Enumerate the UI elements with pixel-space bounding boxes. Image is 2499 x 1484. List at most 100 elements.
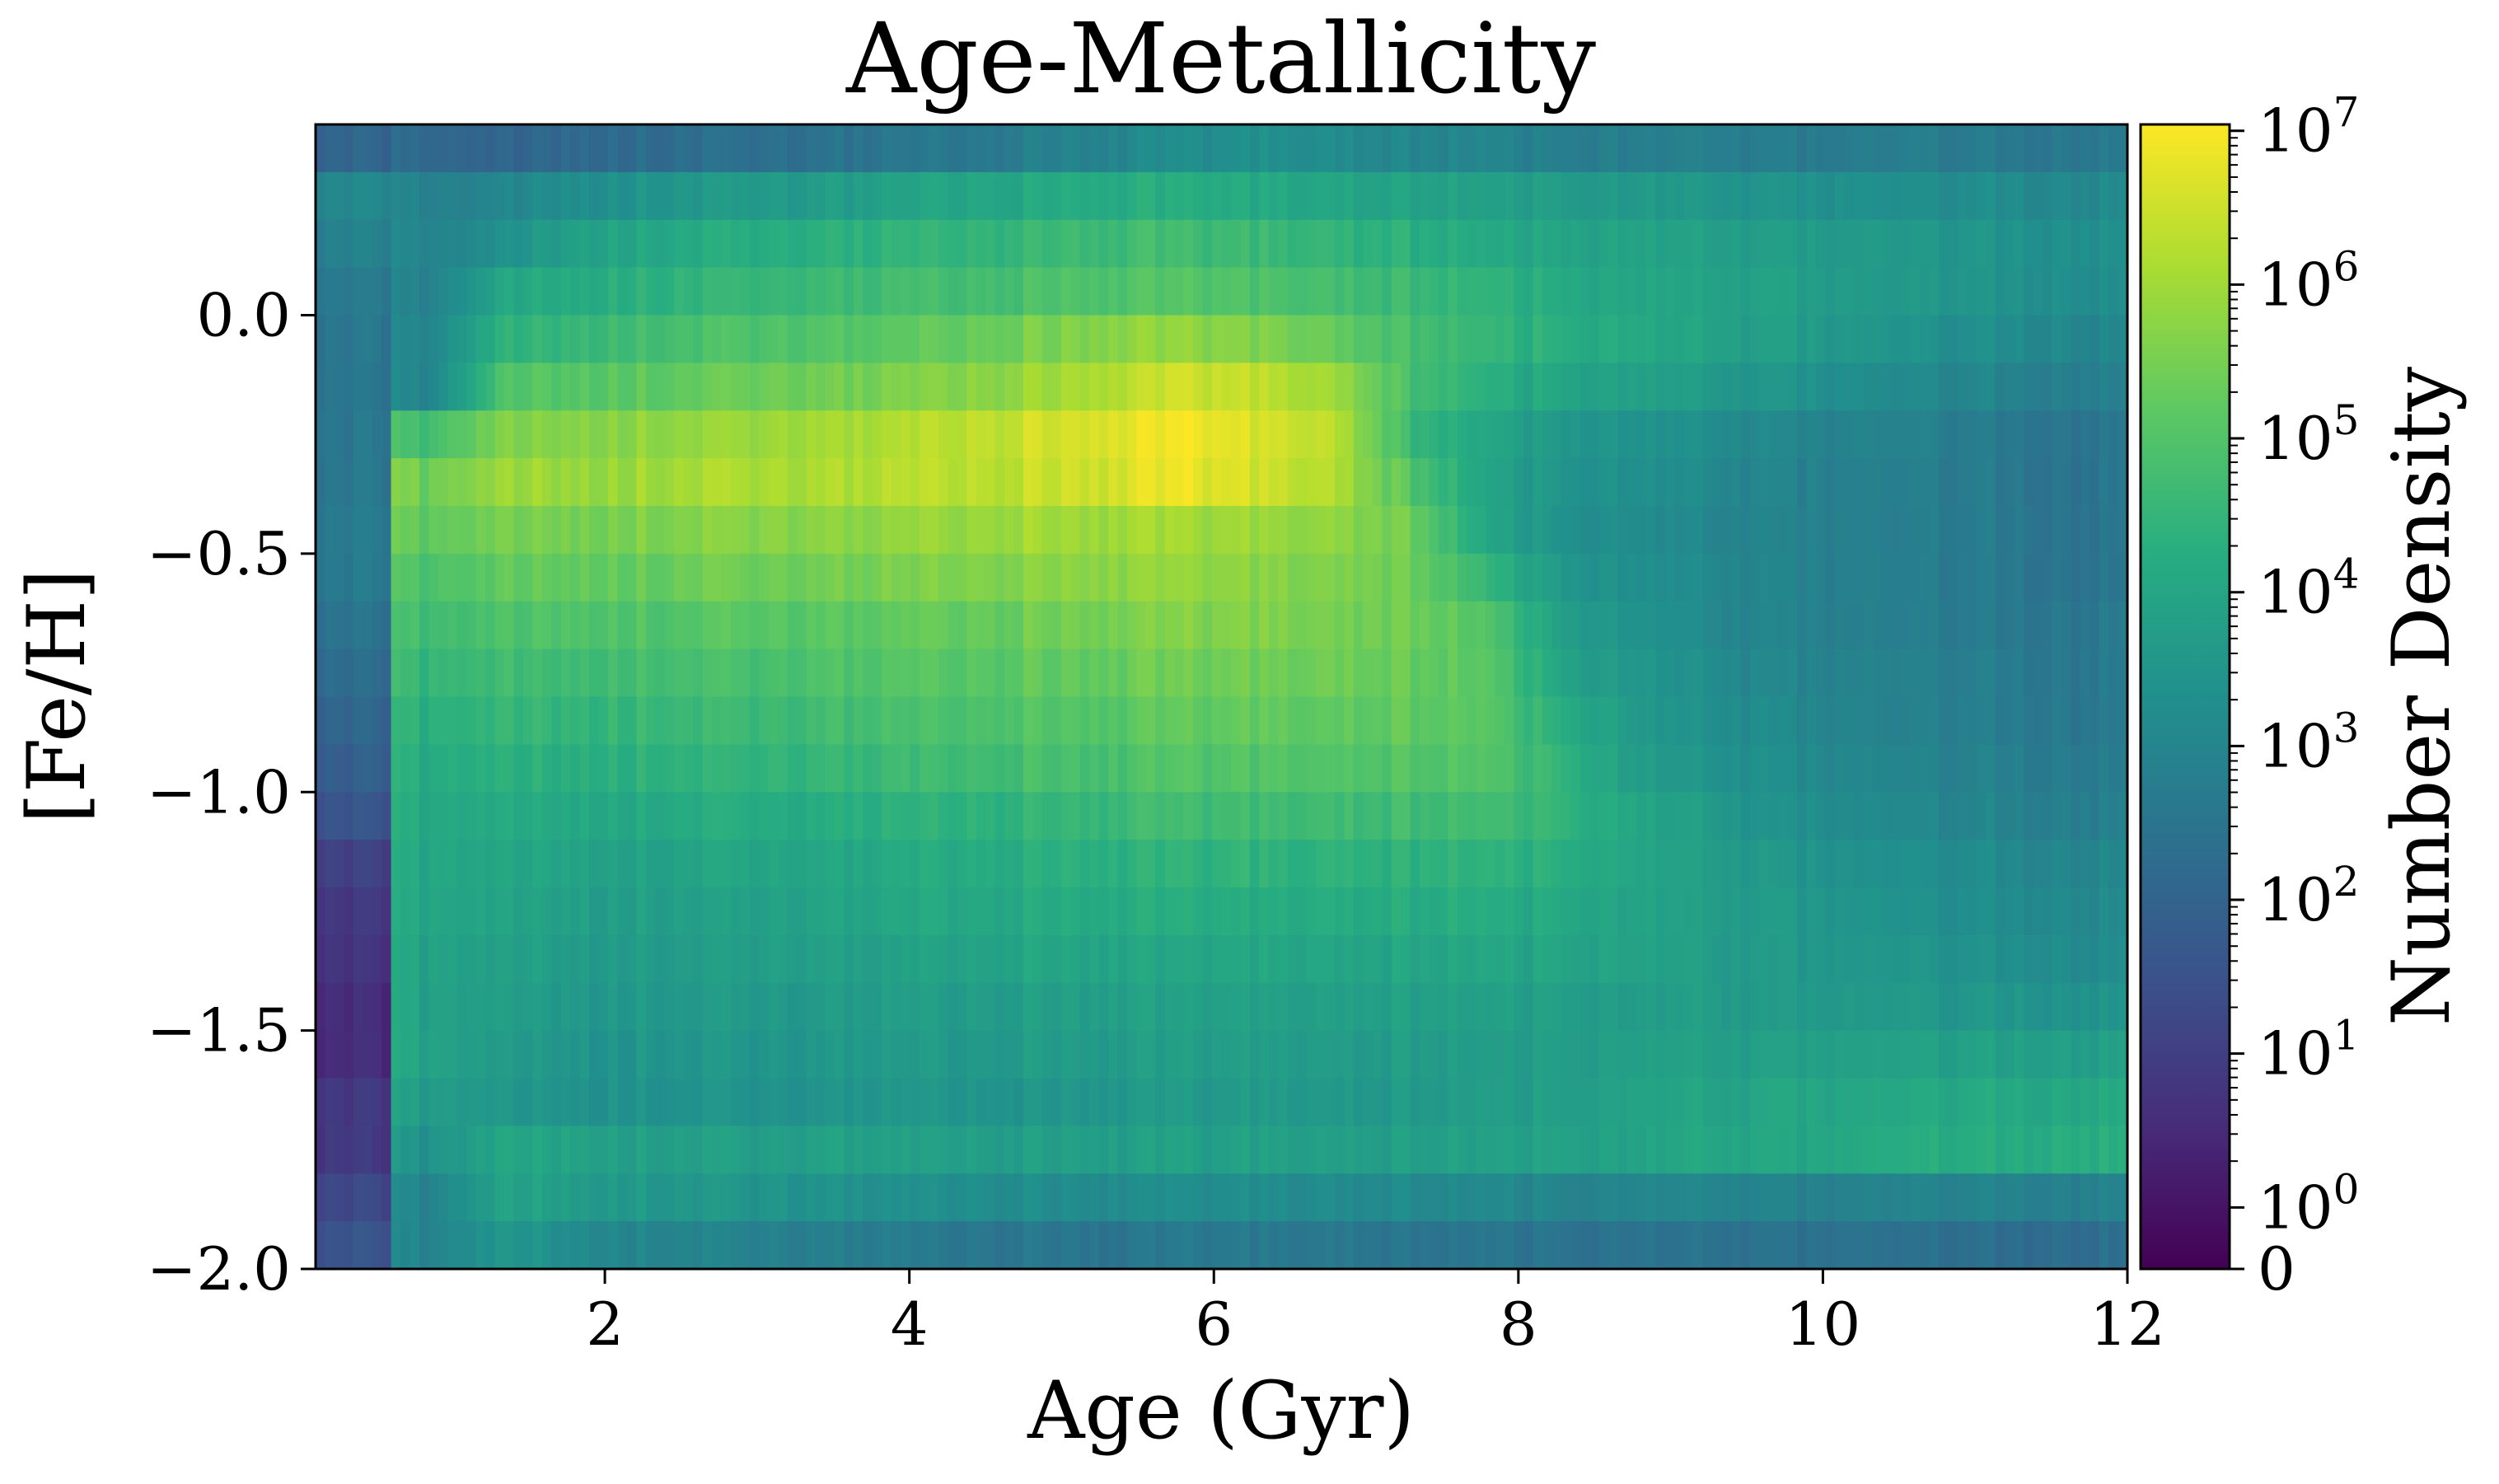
colorbar-tick-label: 106 [2258,242,2359,319]
heatmap-cell [1183,1126,1194,1174]
heatmap-cell [1778,553,1789,602]
heatmap-cell [2071,887,2081,936]
heatmap-cell [1835,124,1846,173]
heatmap-cell [948,506,958,555]
heatmap-cell [2052,363,2062,411]
heatmap-cell [1316,696,1327,745]
heatmap-cell [1023,171,1034,221]
heatmap-cell [1429,696,1439,745]
heatmap-cell [1579,887,1590,936]
heatmap-cell [1438,171,1448,221]
heatmap-cell [1467,506,1477,555]
heatmap-cell [570,1173,581,1222]
heatmap-cell [1070,1078,1081,1126]
heatmap-cell [929,458,939,507]
heatmap-cell [1221,1126,1232,1174]
heatmap-cell [1004,792,1015,840]
heatmap-cell [400,744,411,793]
heatmap-cell [1721,410,1732,459]
heatmap-cell [381,744,392,793]
heatmap-cell [485,267,496,316]
heatmap-cell [1145,410,1156,459]
heatmap-cell [712,840,723,888]
heatmap-cell [1145,1030,1156,1079]
heatmap-cell [1731,553,1742,602]
heatmap-cell [504,840,515,888]
heatmap-cell [1910,840,1921,888]
heatmap-cell [2108,219,2119,269]
heatmap-cell [1334,1126,1345,1174]
heatmap-cell [1995,792,2005,840]
heatmap-cell [797,410,807,459]
heatmap-cell [1693,1173,1704,1222]
heatmap-cell [2033,601,2043,650]
colorbar [2139,123,2231,1271]
heatmap-cell [1051,934,1062,984]
heatmap-cell [693,934,704,984]
heatmap-cell [655,840,666,888]
heatmap-cell [1664,1030,1675,1079]
heatmap-cell [1023,458,1034,507]
heatmap-cell [1806,315,1817,363]
heatmap-cell [1231,1126,1242,1174]
heatmap-cell [1013,124,1024,173]
heatmap-cell [1514,171,1524,221]
heatmap-cell [1844,1030,1855,1079]
heatmap-cell [702,601,713,650]
heatmap-cell [2052,792,2062,840]
heatmap-cell [674,410,685,459]
heatmap-cell [2108,648,2119,698]
heatmap-cell [664,1078,675,1126]
heatmap-cell [513,267,524,316]
heatmap-cell [447,1030,458,1079]
heatmap-cell [1193,267,1204,316]
heatmap-cell [1429,315,1439,363]
heatmap-cell [1702,744,1713,793]
heatmap-cell [1060,792,1071,840]
heatmap-cell [2042,1173,2052,1222]
heatmap-cell [1929,982,1940,1032]
heatmap-cell [806,219,817,269]
heatmap-cell [1551,458,1562,507]
heatmap-cell [976,696,986,745]
heatmap-cell [863,506,873,555]
heatmap-cell [579,1173,590,1222]
heatmap-cell [1636,887,1647,936]
heatmap-cell [1608,1078,1619,1126]
heatmap-cell [617,553,628,602]
heatmap-cell [1476,792,1486,840]
heatmap-cell [409,124,420,173]
heatmap-cell [749,553,760,602]
heatmap-cell [1306,410,1317,459]
heatmap-cell [466,982,477,1032]
heatmap-cell [1882,744,1893,793]
heatmap-cell [1079,887,1090,936]
heatmap-cell [598,840,609,888]
heatmap-cell [1740,315,1751,363]
heatmap-cell [598,267,609,316]
heatmap-cell [1693,124,1704,173]
heatmap-cell [1901,648,1912,698]
heatmap-cell [589,124,600,173]
heatmap-cell [570,506,581,555]
heatmap-cell [1420,982,1430,1032]
heatmap-cell [1041,840,1052,888]
heatmap-cell [2042,982,2052,1032]
heatmap-cell [1636,458,1647,507]
heatmap-cell [316,124,326,173]
heatmap-cell [825,744,835,793]
heatmap-cell [504,171,515,221]
heatmap-cell [1702,1173,1713,1222]
heatmap-cell [1542,506,1552,555]
heatmap-cell [1702,315,1713,363]
heatmap-cell [1108,219,1119,269]
heatmap-cell [1344,506,1355,555]
heatmap-cell [816,982,826,1032]
heatmap-cell [523,458,534,507]
heatmap-cell [419,887,430,936]
heatmap-cell [551,601,562,650]
heatmap-cell [1051,124,1062,173]
heatmap-cell [428,171,439,221]
heatmap-cell [1825,840,1836,888]
heatmap-cell [1740,124,1751,173]
